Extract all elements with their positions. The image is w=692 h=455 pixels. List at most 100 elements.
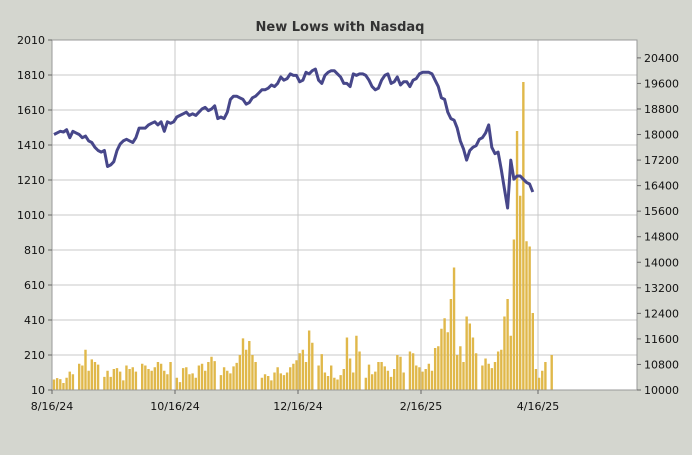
new-lows-bar	[370, 374, 374, 390]
new-lows-bar	[496, 351, 500, 390]
left-tick-label: 10	[31, 384, 45, 397]
new-lows-bar	[81, 365, 84, 390]
new-lows-bar	[122, 380, 125, 390]
new-lows-bar	[396, 355, 399, 390]
new-lows-bar	[200, 363, 204, 390]
right-tick-label: 17200	[644, 154, 679, 167]
left-tick-label: 610	[24, 279, 45, 292]
left-tick-label: 210	[24, 349, 45, 362]
new-lows-bar	[141, 363, 144, 390]
new-lows-bar	[197, 365, 201, 390]
new-lows-bar	[96, 364, 100, 390]
new-lows-bar	[411, 353, 415, 390]
new-lows-bar	[93, 362, 97, 390]
x-tick-label: 12/16/24	[273, 400, 322, 413]
new-lows-bar	[449, 299, 453, 390]
new-lows-bar	[210, 356, 213, 390]
nasdaq-line	[53, 67, 535, 210]
new-lows-bar	[55, 378, 59, 390]
new-lows-bar	[307, 330, 311, 390]
new-lows-bar	[418, 367, 421, 390]
new-lows-bar	[207, 362, 210, 390]
new-lows-bar	[68, 371, 71, 390]
new-lows-bar	[311, 342, 314, 390]
new-lows-bar	[222, 367, 226, 390]
new-lows-bar	[342, 369, 345, 390]
left-tick-label: 1610	[17, 104, 45, 117]
new-lows-bar	[408, 351, 412, 390]
new-lows-bar	[267, 376, 270, 390]
new-lows-bar	[188, 374, 191, 390]
new-lows-bar	[474, 353, 478, 390]
new-lows-bar	[178, 382, 182, 390]
new-lows-bar	[289, 367, 292, 390]
new-lows-bar	[52, 379, 56, 390]
right-tick-label: 18000	[644, 129, 679, 142]
right-axis: 10000 10800 11600 12400 13200 14000 14800 15600…	[637, 52, 679, 397]
new-lows-bar	[399, 356, 402, 390]
new-lows-bar	[103, 376, 106, 390]
left-tick-label: 1010	[17, 209, 45, 222]
new-lows-bar	[144, 365, 147, 390]
new-lows-bar	[437, 346, 440, 390]
new-lows-bar	[367, 364, 371, 390]
new-lows-bar	[279, 373, 282, 390]
new-lows-bar	[515, 131, 519, 390]
new-lows-bar	[298, 353, 301, 390]
new-lows-bar	[531, 313, 534, 390]
new-lows-bar	[156, 362, 160, 390]
new-lows-bar	[522, 82, 525, 390]
new-lows-bar	[153, 367, 156, 390]
new-lows-bar	[490, 368, 494, 390]
new-lows-bar	[383, 366, 386, 390]
new-lows-bar	[226, 370, 229, 390]
x-axis: 8/16/24 10/16/24 12/16/24 2/16/25 4/16/25	[31, 390, 559, 413]
new-lows-bar	[389, 376, 393, 390]
new-lows-bar	[493, 362, 497, 390]
new-lows-bar	[229, 373, 232, 390]
new-lows-bar	[393, 369, 396, 390]
right-tick-label: 14800	[644, 231, 679, 244]
new-lows-bar	[251, 355, 254, 390]
chart-title: New Lows with Nasdaq	[256, 20, 425, 35]
new-lows-bar	[244, 349, 248, 390]
new-lows-bar	[421, 371, 424, 390]
new-lows-bar	[273, 372, 276, 390]
new-lows-bar	[352, 372, 355, 390]
new-lows-bar	[254, 362, 257, 390]
x-tick-label: 2/16/25	[400, 400, 442, 413]
new-lows-bar	[320, 354, 323, 390]
new-lows-bar	[181, 368, 185, 390]
new-lows-bar	[150, 370, 153, 390]
new-lows-bar	[336, 379, 339, 390]
new-lows-bar	[506, 299, 509, 390]
new-lows-bar	[440, 328, 443, 390]
new-lows-bar	[204, 370, 207, 390]
new-lows-bar	[333, 377, 336, 390]
right-tick-label: 11600	[644, 333, 679, 346]
new-lows-bar	[59, 379, 62, 390]
new-lows-bar	[355, 335, 358, 390]
right-tick-label: 19600	[644, 77, 679, 90]
new-lows-bar	[326, 376, 330, 390]
left-tick-label: 1210	[17, 174, 45, 187]
new-lows-bar	[125, 365, 128, 390]
new-lows-bar	[260, 377, 264, 390]
new-lows-bar	[194, 377, 197, 390]
new-lows-bar	[443, 318, 446, 390]
new-lows-bar	[159, 363, 163, 390]
new-lows-bar	[348, 358, 352, 390]
new-lows-bar	[185, 367, 188, 390]
new-lows-bar	[106, 370, 109, 390]
left-tick-label: 1410	[17, 139, 45, 152]
new-lows-bar	[323, 372, 327, 390]
new-lows-bar	[238, 355, 242, 390]
new-lows-bar	[364, 377, 368, 390]
right-tick-label: 16400	[644, 180, 679, 193]
new-lows-bar	[380, 362, 383, 390]
new-lows-bar	[537, 377, 541, 390]
new-lows-bar	[166, 374, 169, 390]
new-lows-bar	[235, 362, 238, 390]
new-lows-bar	[484, 358, 487, 390]
left-tick-label: 410	[24, 314, 45, 327]
